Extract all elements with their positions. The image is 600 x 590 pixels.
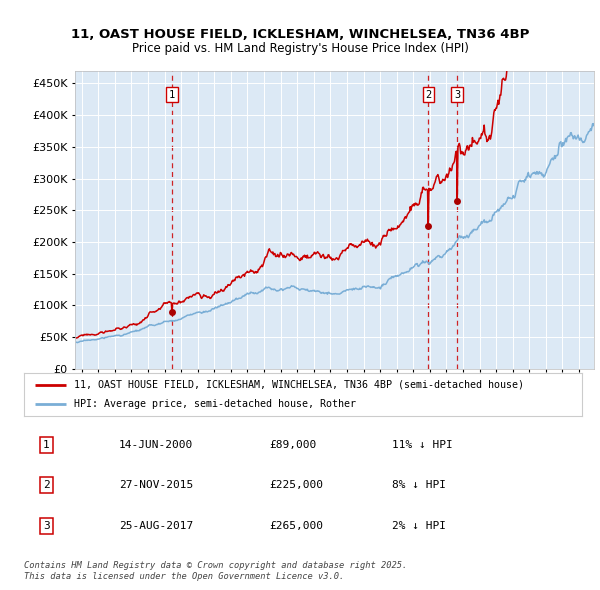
Text: 8% ↓ HPI: 8% ↓ HPI: [392, 480, 446, 490]
Text: £225,000: £225,000: [269, 480, 323, 490]
Text: £265,000: £265,000: [269, 521, 323, 531]
Text: 2% ↓ HPI: 2% ↓ HPI: [392, 521, 446, 531]
Text: 3: 3: [454, 90, 460, 100]
Text: 3: 3: [43, 521, 50, 531]
Text: £89,000: £89,000: [269, 440, 317, 450]
Text: 25-AUG-2017: 25-AUG-2017: [119, 521, 193, 531]
Text: 27-NOV-2015: 27-NOV-2015: [119, 480, 193, 490]
Text: 2: 2: [425, 90, 431, 100]
Text: HPI: Average price, semi-detached house, Rother: HPI: Average price, semi-detached house,…: [74, 399, 356, 409]
Text: 14-JUN-2000: 14-JUN-2000: [119, 440, 193, 450]
Text: 11, OAST HOUSE FIELD, ICKLESHAM, WINCHELSEA, TN36 4BP: 11, OAST HOUSE FIELD, ICKLESHAM, WINCHEL…: [71, 28, 529, 41]
Text: 11% ↓ HPI: 11% ↓ HPI: [392, 440, 453, 450]
Text: Price paid vs. HM Land Registry's House Price Index (HPI): Price paid vs. HM Land Registry's House …: [131, 42, 469, 55]
Text: 2: 2: [43, 480, 50, 490]
Text: Contains HM Land Registry data © Crown copyright and database right 2025.
This d: Contains HM Land Registry data © Crown c…: [24, 562, 407, 581]
Text: 1: 1: [43, 440, 50, 450]
Text: 11, OAST HOUSE FIELD, ICKLESHAM, WINCHELSEA, TN36 4BP (semi-detached house): 11, OAST HOUSE FIELD, ICKLESHAM, WINCHEL…: [74, 380, 524, 390]
Text: 1: 1: [169, 90, 175, 100]
